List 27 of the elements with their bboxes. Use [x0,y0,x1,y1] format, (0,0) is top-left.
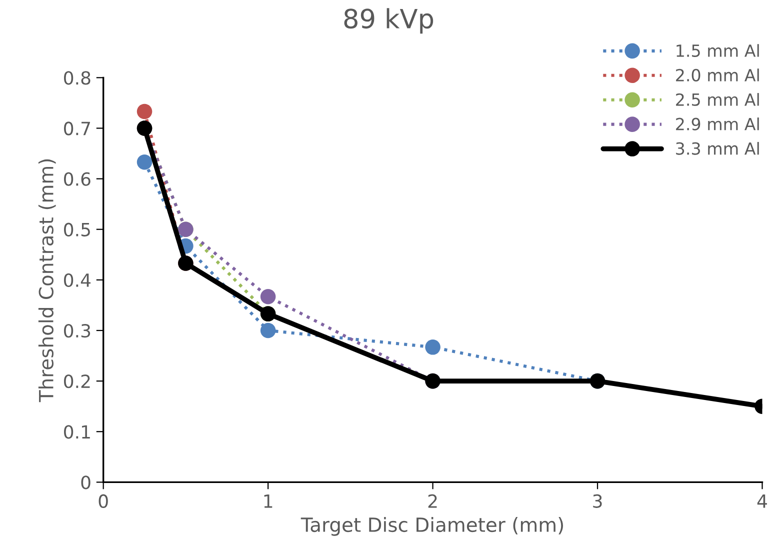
point [425,340,440,355]
y-tick-label: 0 [81,476,90,490]
y-tick-label: 0.6 [64,172,90,186]
y-axis-title: Threshold Contrast (mm) [38,159,56,402]
x-tick-label: 4 [757,494,767,508]
legend-label: 1.5 mm Al [676,44,759,58]
x-axis-title: Target Disc Diameter (mm) [300,517,563,536]
legend-label: 2.5 mm Al [676,93,759,106]
y-tick-label: 0.8 [64,71,90,85]
x-tick-label: 1 [264,494,272,508]
y-tick-label: 0.1 [64,425,90,439]
point [260,322,276,338]
y-tick-label: 0.3 [64,324,90,338]
point [136,104,152,120]
chart-title: 89 kVp [344,8,434,34]
x-tick-label: 3 [593,494,602,508]
y-tick-label: 0.5 [64,222,90,236]
legend-label: 3.3 mm Al [676,142,759,155]
y-tick-label: 0.2 [64,374,90,388]
legend-label: 2.0 mm Al [676,68,759,82]
point [136,154,152,170]
x-tick-label: 2 [428,494,437,508]
x-tick-label: 0 [98,494,108,508]
y-tick-label: 0.7 [64,122,90,136]
y-tick-label: 0.4 [64,273,91,288]
legend-label: 2.9 mm Al [676,117,759,130]
point [260,288,276,304]
